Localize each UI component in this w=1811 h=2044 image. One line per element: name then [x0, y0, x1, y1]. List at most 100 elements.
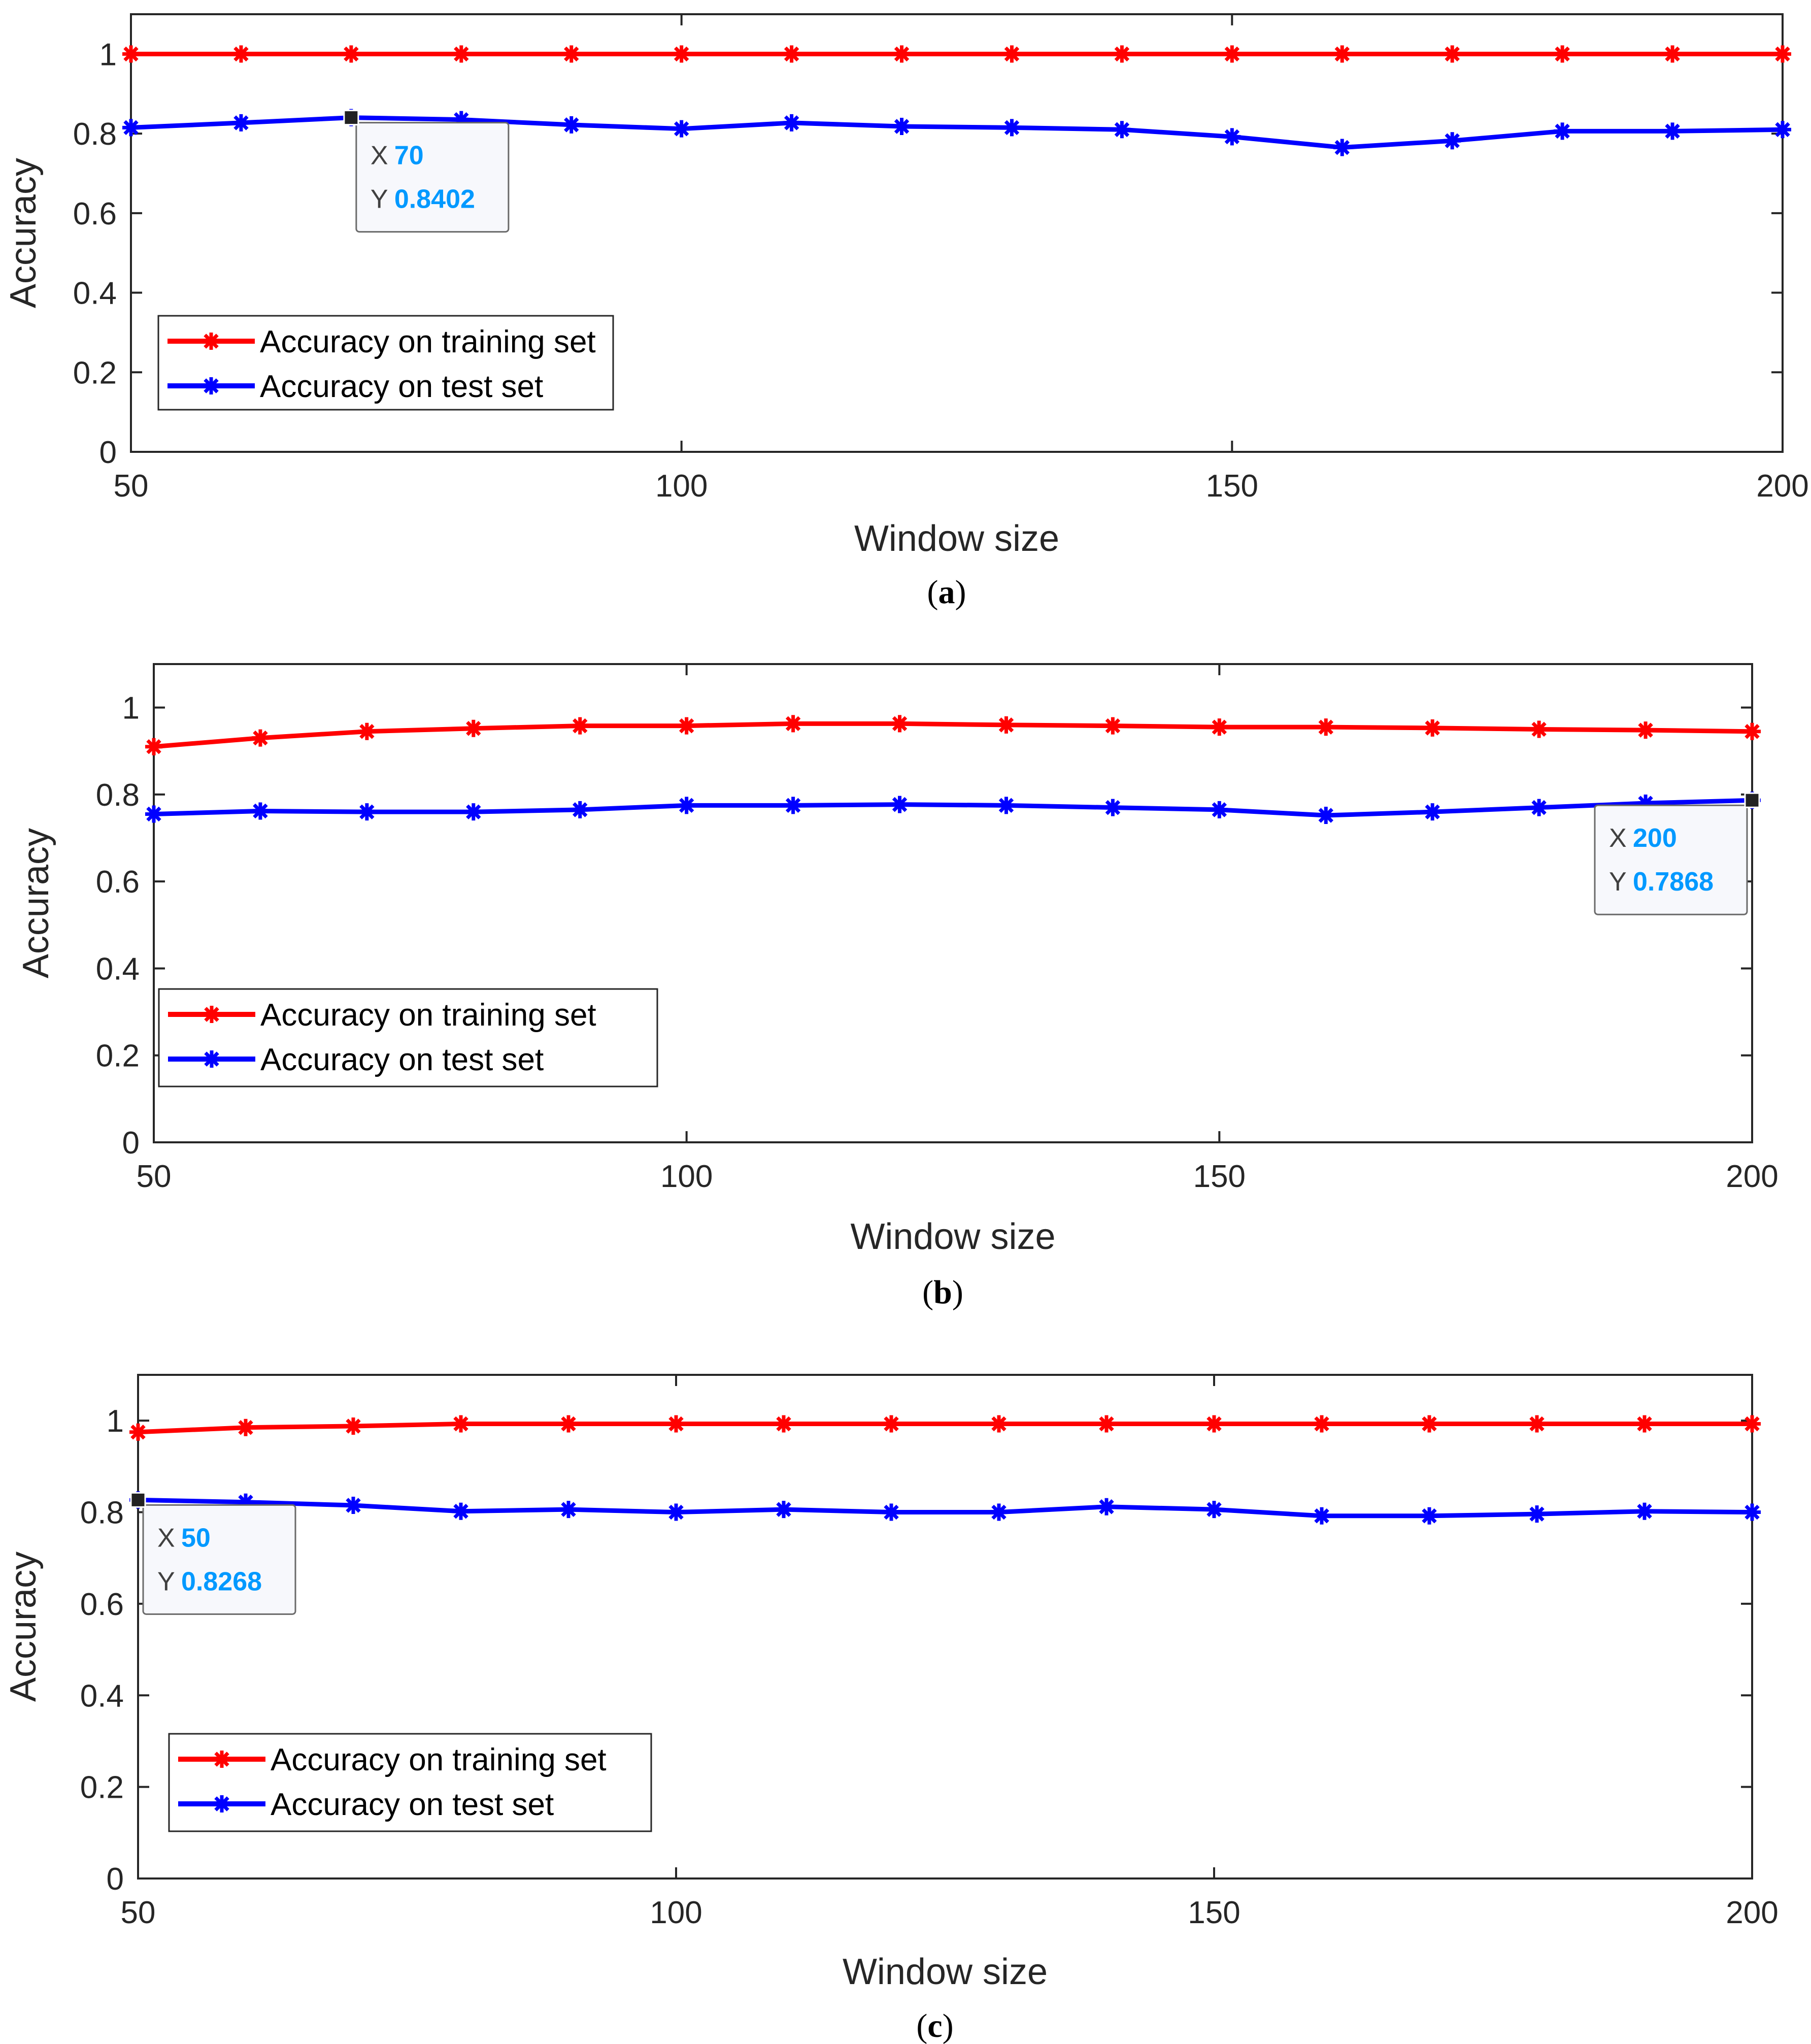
- datatip-y-value: 0.7868: [1633, 867, 1714, 897]
- data-point: [1113, 121, 1131, 139]
- y-tick-label: 0.2: [96, 1039, 140, 1074]
- data-point: [1636, 1502, 1653, 1520]
- data-point: [784, 715, 802, 733]
- data-point: [1104, 717, 1122, 735]
- data-point: [1317, 718, 1335, 736]
- data-point: [667, 1503, 685, 1521]
- legend-label: Accuracy on training set: [271, 1742, 607, 1777]
- data-point: [1313, 1507, 1330, 1525]
- data-point: [667, 1415, 685, 1433]
- datatip-y-key: Y: [1609, 867, 1627, 897]
- legend-marker: [203, 377, 220, 394]
- data-point: [1205, 1415, 1223, 1433]
- data-point: [1421, 1507, 1438, 1525]
- data-point: [1211, 718, 1228, 736]
- datatip-y-key: Y: [157, 1567, 175, 1596]
- datatip[interactable]: X 70Y 0.8402: [343, 110, 510, 233]
- series-line-0: [138, 1421, 1752, 1435]
- data-point: [1421, 1415, 1438, 1433]
- datatip-x-key: X: [371, 141, 388, 171]
- data-point: [775, 1415, 792, 1433]
- x-tick-label: 100: [655, 469, 708, 504]
- y-tick-label: 0.2: [80, 1770, 124, 1805]
- data-point: [1113, 45, 1131, 63]
- data-point: [1205, 1501, 1223, 1519]
- data-point: [145, 805, 162, 823]
- data-point: [1424, 803, 1441, 821]
- legend-box: [158, 988, 658, 1087]
- data-point: [232, 45, 250, 63]
- data-point: [237, 1419, 254, 1436]
- y-tick-label: 0.4: [96, 951, 140, 986]
- x-tick-label: 150: [1188, 1895, 1240, 1930]
- y-tick-label: 0.6: [73, 196, 117, 232]
- data-point: [891, 796, 909, 813]
- datatip-x-key: X: [157, 1523, 175, 1553]
- data-point: [673, 45, 690, 63]
- panel-caption: (c): [916, 2007, 953, 2044]
- data-point: [1530, 720, 1548, 738]
- series-line-1: [138, 1497, 1753, 1519]
- data-point: [452, 1502, 469, 1520]
- x-tick-label: 200: [1726, 1159, 1778, 1194]
- data-point: [1444, 45, 1461, 63]
- legend-box: [157, 315, 614, 411]
- data-point: [358, 722, 376, 740]
- data-point: [1104, 799, 1122, 816]
- y-tick-label: 0.8: [96, 778, 140, 813]
- legend: Accuracy on training set Accuracy on test…: [158, 988, 658, 1087]
- data-point: [883, 1503, 900, 1521]
- panel-caption: (b): [922, 1274, 963, 1311]
- x-tick-label: 200: [1726, 1895, 1778, 1930]
- series-line-1: [153, 798, 1753, 818]
- data-point: [783, 114, 800, 131]
- data-point: [1664, 45, 1682, 63]
- data-point: [1313, 1415, 1330, 1433]
- data-point: [883, 1415, 900, 1433]
- datatip-anchor[interactable]: [1744, 792, 1760, 808]
- datatip-x-value: 70: [394, 141, 424, 171]
- data-point: [452, 1415, 469, 1433]
- panel-label: b: [933, 1274, 952, 1311]
- legend: Accuracy on training set Accuracy on test…: [157, 315, 614, 411]
- data-point: [1444, 132, 1461, 150]
- data-point: [1317, 807, 1335, 825]
- data-point: [1664, 122, 1682, 140]
- data-point: [1743, 1503, 1761, 1521]
- datatip-box: [1594, 804, 1748, 915]
- data-point: [345, 1417, 362, 1435]
- data-point: [990, 1503, 1008, 1521]
- data-point: [1743, 722, 1761, 740]
- data-point: [678, 717, 695, 735]
- y-tick-label: 0: [122, 1126, 140, 1161]
- legend-label: Accuracy on training set: [260, 324, 596, 359]
- y-tick-label: 1: [122, 691, 140, 726]
- data-point: [1098, 1415, 1115, 1433]
- y-tick-label: 1: [107, 1404, 124, 1439]
- datatip-y-value: 0.8402: [394, 185, 475, 214]
- data-point: [990, 1415, 1008, 1433]
- data-point: [1003, 119, 1021, 137]
- data-point: [1003, 45, 1021, 63]
- data-point: [1333, 139, 1351, 156]
- data-point: [1743, 1415, 1761, 1433]
- data-point: [1554, 45, 1571, 63]
- datatip-anchor[interactable]: [130, 1492, 146, 1508]
- datatip-anchor[interactable]: [343, 110, 359, 126]
- series-line-1: [130, 115, 1783, 150]
- y-tick-label: 0: [107, 1862, 124, 1897]
- y-tick-label: 0.4: [80, 1678, 124, 1713]
- legend-marker: [203, 1050, 220, 1068]
- legend-marker: [203, 1006, 220, 1023]
- data-point: [1211, 801, 1228, 818]
- panel-caption: (a): [927, 574, 966, 611]
- y-tick-label: 0.4: [73, 276, 117, 311]
- data-point: [1424, 719, 1441, 737]
- data-point: [1223, 128, 1241, 146]
- series-line-0: [153, 721, 1753, 749]
- data-point: [251, 802, 269, 820]
- datatip[interactable]: X 50Y 0.8268: [130, 1492, 296, 1615]
